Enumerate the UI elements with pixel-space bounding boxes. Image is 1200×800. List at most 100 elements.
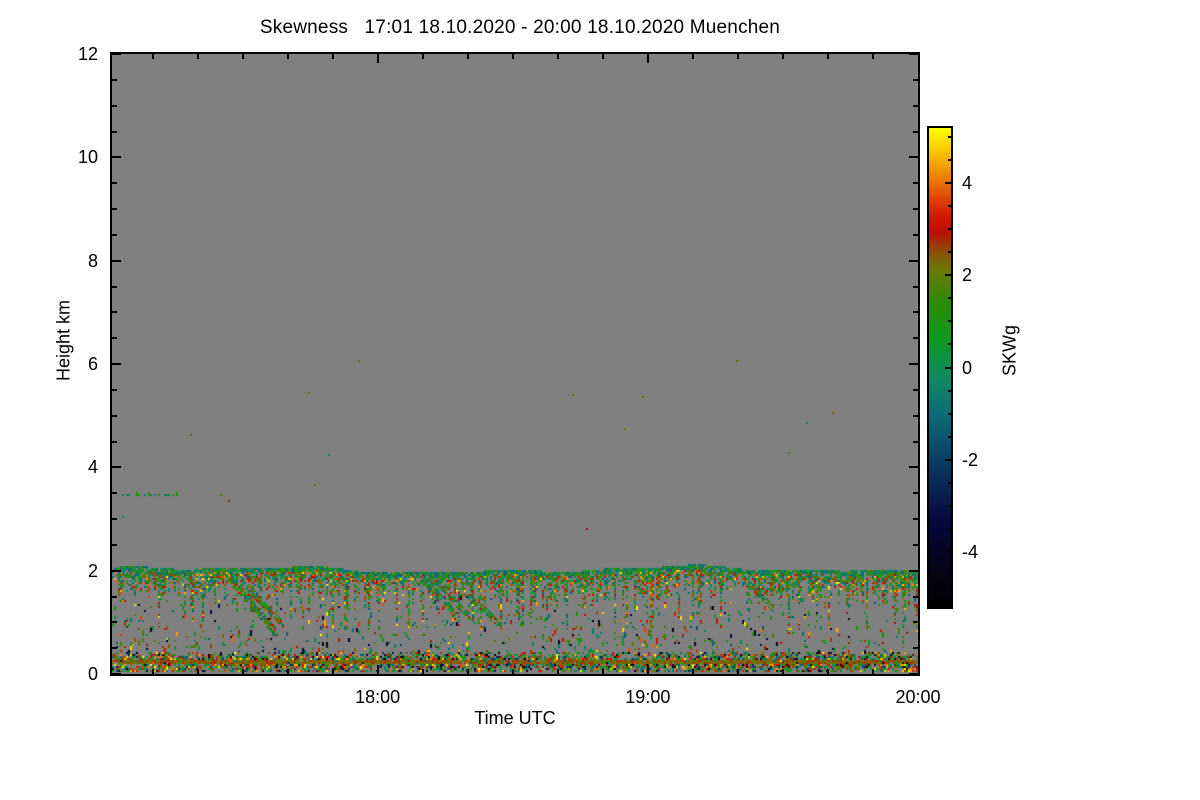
y-axis-major-tick: [112, 673, 121, 674]
y-axis-minor-tick: [112, 285, 117, 288]
x-axis-tick-label: 19:00: [625, 687, 671, 707]
y-axis-minor-tick-right: [913, 285, 918, 288]
y-axis-tick-label: 8: [87, 250, 98, 271]
colorbar-title: SKWg: [999, 325, 1020, 377]
x-axis-minor-tick-top: [421, 54, 424, 59]
colorbar-minor-tick: [948, 228, 951, 231]
y-axis-tick-label: 2: [87, 560, 98, 581]
x-axis-title: Time UTC: [474, 708, 556, 728]
colorbar-tick-label: 0: [962, 357, 973, 378]
y-axis-minor-tick: [112, 233, 117, 236]
colorbar-minor-tick: [948, 504, 951, 507]
x-axis-minor-tick-top: [826, 54, 829, 59]
colorbar-major-tick: [945, 550, 951, 553]
x-axis-minor-tick: [196, 669, 199, 674]
y-axis-major-tick-right: [909, 259, 918, 262]
colorbar-minor-tick: [948, 159, 951, 162]
colorbar-gradient: [929, 128, 951, 607]
colorbar-tick-label: 2: [962, 265, 973, 286]
y-axis-title: Height km: [53, 299, 74, 382]
y-axis-minor-tick: [112, 388, 117, 391]
colorbar-minor-tick: [948, 596, 951, 599]
x-axis-minor-tick: [601, 669, 604, 674]
y-axis-minor-tick: [112, 130, 117, 133]
y-axis-minor-tick-right: [913, 388, 918, 391]
y-axis-minor-tick-right: [913, 414, 918, 417]
y-axis-major-tick: [112, 363, 121, 365]
x-axis-major-tick: [376, 665, 379, 674]
y-axis-minor-tick-right: [913, 518, 918, 520]
y-axis-minor-tick: [112, 647, 117, 650]
x-axis-major-tick-top: [376, 54, 379, 63]
y-axis-minor-tick: [112, 492, 117, 495]
y-axis-minor-tick-right: [913, 440, 918, 443]
page-title: Skewness 17:01 18.10.2020 - 20:00 18.10.…: [259, 17, 781, 38]
y-axis-major-tick: [112, 259, 121, 262]
y-axis-minor-tick-right: [913, 104, 918, 107]
x-axis-minor-tick-top: [691, 54, 694, 59]
x-axis-minor-tick-top: [601, 54, 604, 59]
x-axis-minor-tick: [826, 669, 829, 674]
x-axis-minor-tick: [466, 669, 469, 674]
colorbar-major-tick: [945, 182, 951, 185]
colorbar-minor-tick: [948, 389, 951, 392]
x-axis-tick-label: 18:00: [355, 687, 401, 707]
y-axis-minor-tick: [112, 543, 117, 546]
colorbar: [927, 126, 953, 609]
x-axis-minor-tick-top: [241, 54, 244, 59]
x-axis-minor-tick: [871, 669, 874, 674]
x-axis-minor-tick-top: [781, 54, 784, 59]
colorbar-minor-tick: [948, 320, 951, 323]
colorbar-tick-label: -2: [962, 449, 979, 470]
x-axis-minor-tick-top: [511, 54, 514, 59]
colorbar-minor-tick: [948, 297, 951, 300]
x-axis-major-tick-top: [646, 54, 649, 63]
colorbar-major-tick: [945, 366, 951, 369]
x-axis-minor-tick: [736, 669, 739, 674]
y-axis-minor-tick: [112, 78, 117, 81]
colorbar-minor-tick: [948, 343, 951, 346]
x-axis-major-tick: [646, 665, 649, 674]
colorbar-minor-tick: [948, 205, 951, 208]
y-axis-minor-tick-right: [913, 182, 918, 185]
y-axis-major-tick: [112, 569, 121, 572]
x-axis-minor-tick: [241, 669, 244, 674]
y-axis-major-tick: [112, 54, 121, 55]
x-axis-minor-tick: [781, 669, 784, 674]
y-axis-minor-tick-right: [913, 543, 918, 546]
y-axis-minor-tick-right: [913, 337, 918, 340]
x-axis-minor-tick: [151, 669, 154, 674]
colorbar-minor-tick: [948, 136, 951, 139]
y-axis-minor-tick: [112, 414, 117, 417]
y-axis-major-tick-right: [909, 54, 918, 55]
x-axis-minor-tick-top: [871, 54, 874, 59]
colorbar-minor-tick: [948, 573, 951, 576]
y-axis-tick-label: 0: [87, 664, 98, 684]
colorbar-minor-tick: [948, 412, 951, 415]
y-axis-minor-tick-right: [913, 647, 918, 650]
y-axis-minor-tick: [112, 518, 117, 520]
y-axis-minor-tick: [112, 182, 117, 185]
x-axis-minor-tick-top: [151, 54, 154, 59]
y-axis-major-tick-right: [909, 363, 918, 365]
y-axis-major-tick-right: [909, 569, 918, 572]
y-axis-minor-tick-right: [913, 233, 918, 236]
x-axis-minor-tick-top: [466, 54, 469, 59]
y-axis-tick-label: 10: [77, 147, 98, 168]
y-axis-major-tick-right: [909, 156, 918, 159]
x-axis-minor-tick: [511, 669, 514, 674]
x-axis-minor-tick-top: [736, 54, 739, 59]
x-axis-minor-tick-top: [556, 54, 559, 59]
colorbar-minor-tick: [948, 481, 951, 484]
colorbar-tick-label: -4: [962, 541, 979, 562]
y-axis-minor-tick: [112, 440, 117, 443]
plot-axes-area: [110, 52, 920, 676]
colorbar-tick-label: 4: [962, 173, 973, 194]
y-axis-minor-tick: [112, 595, 117, 598]
colorbar-minor-tick: [948, 527, 951, 530]
y-axis-minor-tick-right: [913, 492, 918, 495]
y-axis-minor-tick: [112, 621, 117, 624]
y-axis-major-tick: [112, 156, 121, 159]
y-axis-tick-label: 12: [77, 44, 98, 64]
